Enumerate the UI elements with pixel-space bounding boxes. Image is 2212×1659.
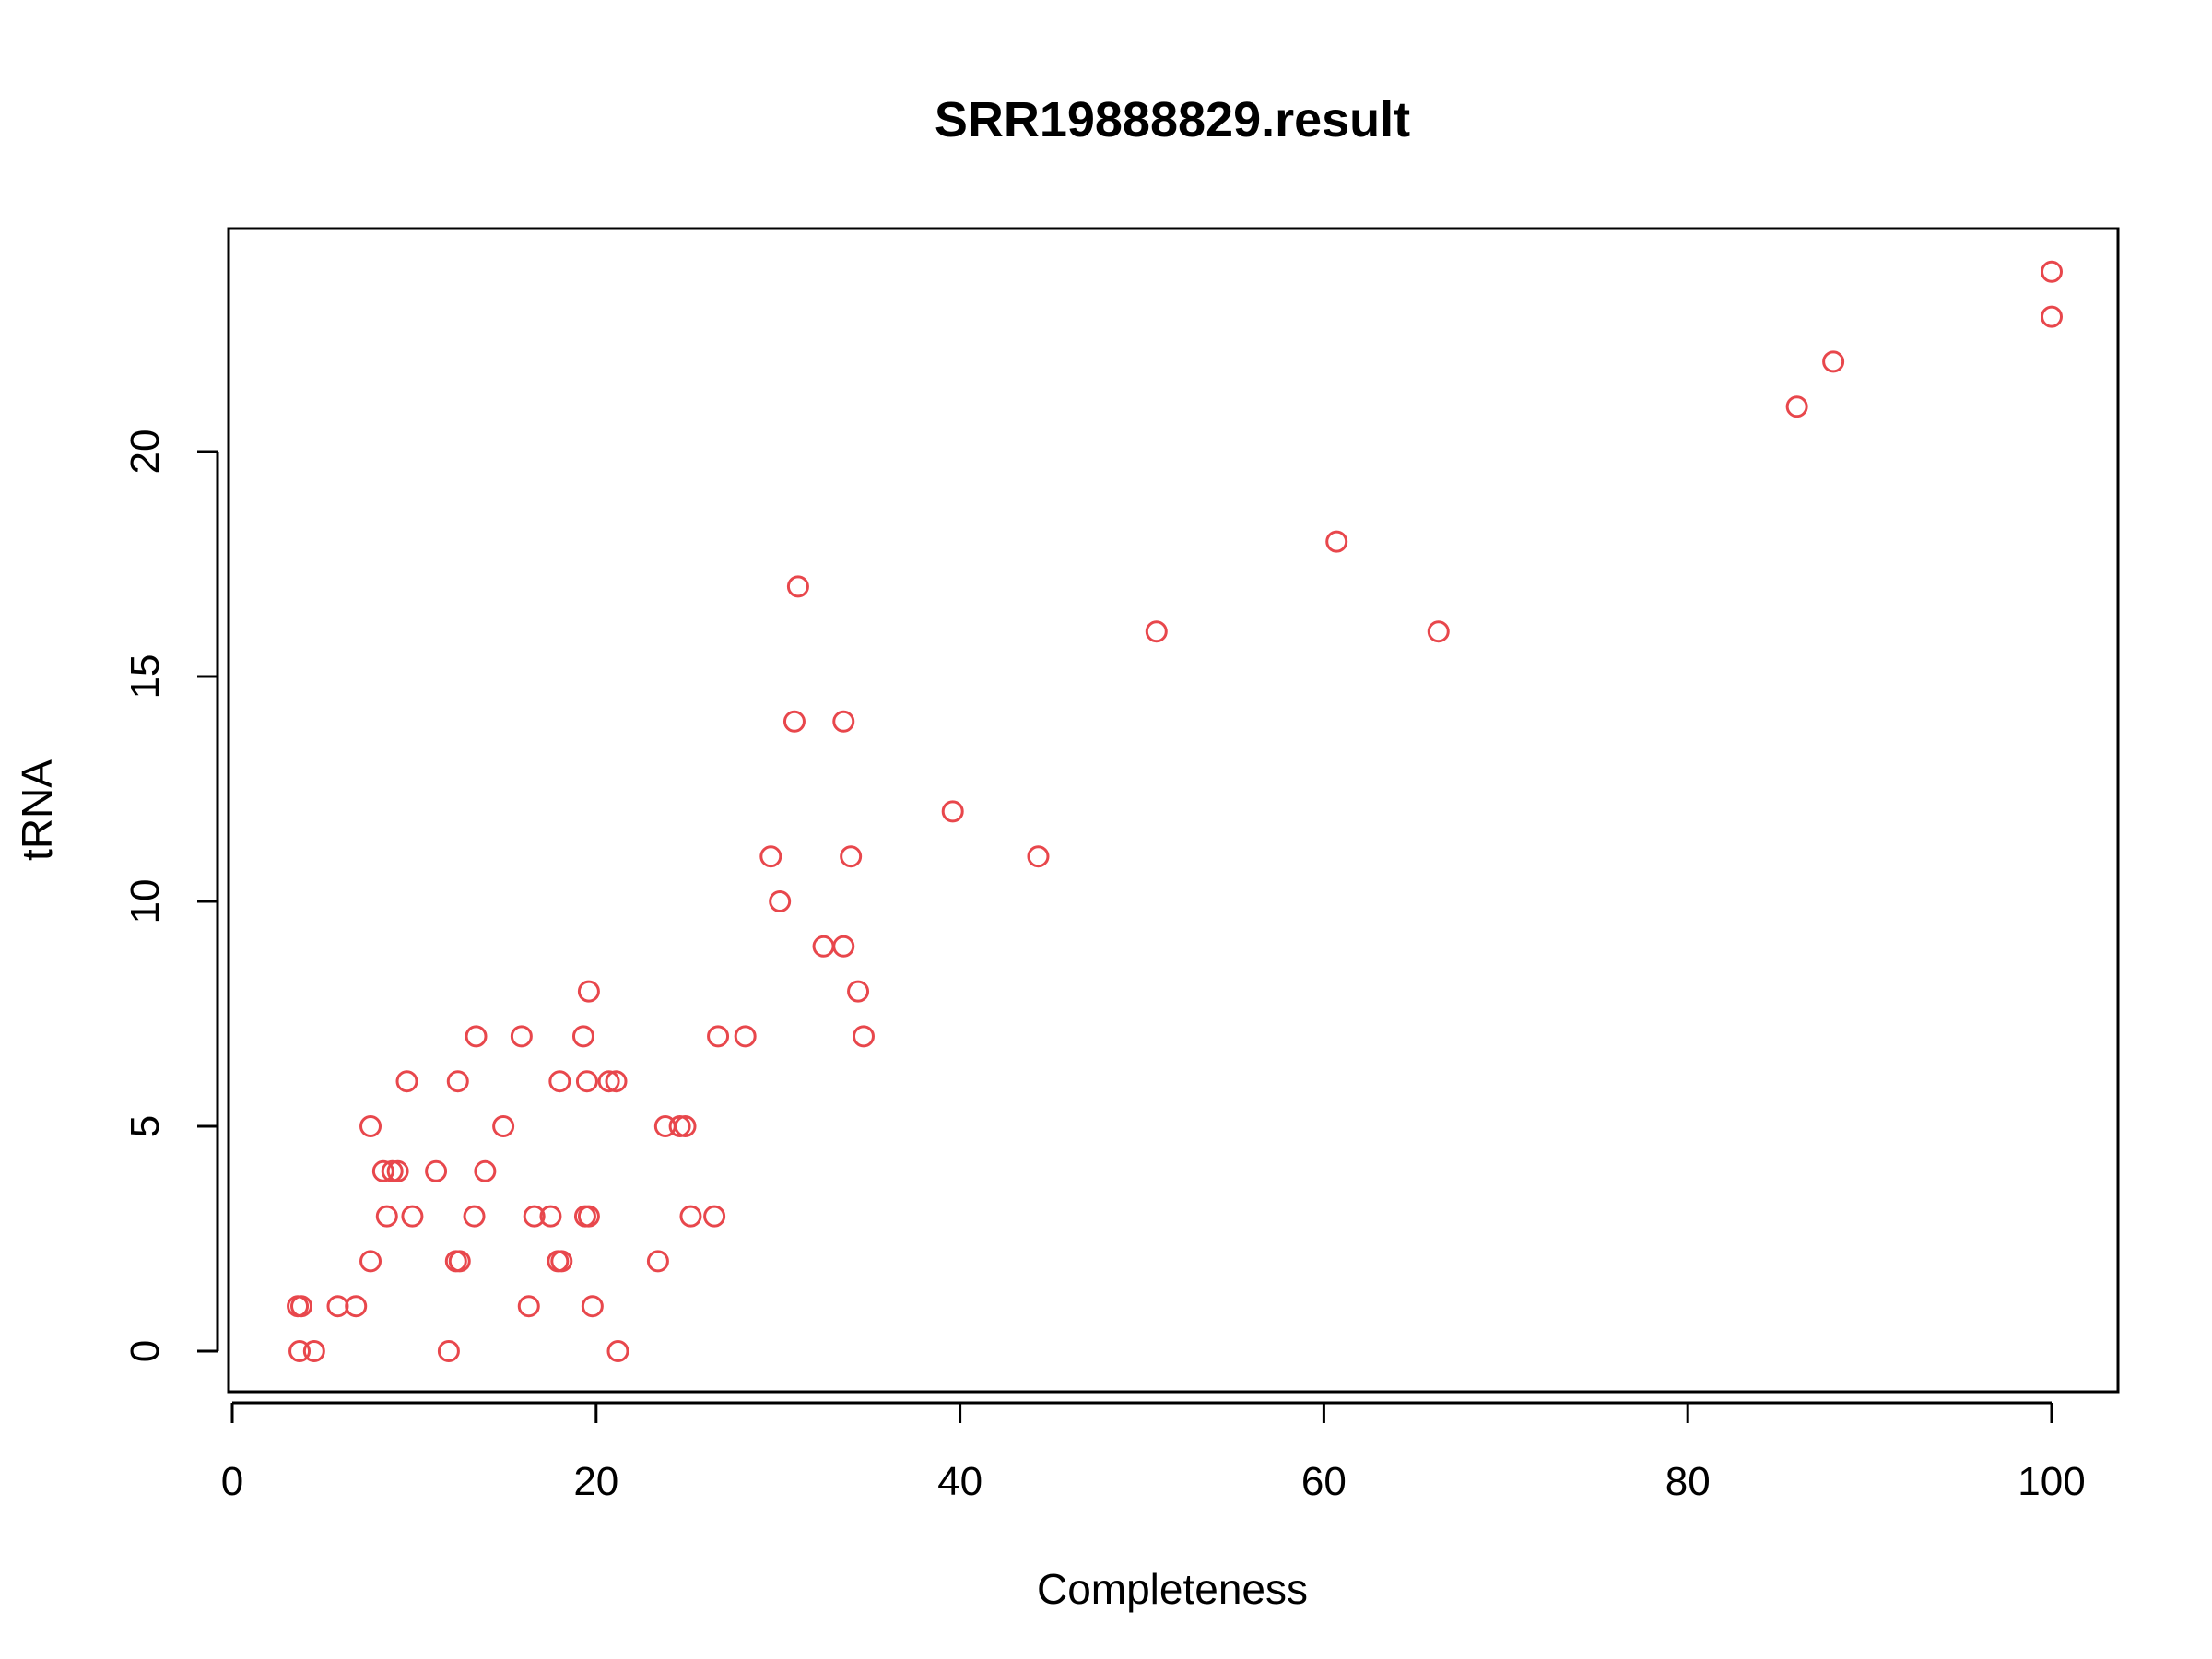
data-point: [1145, 620, 1168, 643]
y-tick-label: 15: [123, 654, 168, 700]
y-tick-label: 20: [123, 429, 168, 475]
y-axis-label: tRNA: [13, 759, 61, 861]
data-point: [759, 845, 782, 868]
data-point: [371, 1159, 394, 1182]
data-point: [577, 1205, 600, 1228]
data-point: [463, 1205, 486, 1228]
data-points: [287, 260, 2063, 1362]
data-point: [465, 1025, 488, 1048]
data-point: [1822, 350, 1845, 373]
data-point: [941, 800, 964, 823]
data-point: [510, 1025, 533, 1048]
data-point: [550, 1250, 573, 1273]
data-point: [832, 710, 855, 733]
x-tick-label: 80: [1665, 1459, 1711, 1504]
data-point: [302, 1340, 325, 1362]
data-point: [679, 1205, 702, 1228]
data-point: [577, 980, 600, 1003]
data-point: [359, 1250, 382, 1273]
x-tick-label: 40: [937, 1459, 982, 1504]
data-point: [1325, 530, 1348, 553]
data-point: [832, 935, 855, 958]
data-point: [703, 1205, 726, 1228]
x-tick-label: 60: [1301, 1459, 1347, 1504]
data-point: [571, 1025, 594, 1048]
data-point: [575, 1070, 598, 1093]
data-point: [606, 1340, 629, 1362]
x-tick-label: 0: [221, 1459, 243, 1504]
data-point: [290, 1295, 313, 1318]
data-point: [1427, 620, 1450, 643]
data-point: [548, 1070, 571, 1093]
data-point: [674, 1115, 697, 1137]
data-point: [517, 1295, 540, 1318]
data-point: [2041, 305, 2063, 328]
data-point: [474, 1159, 497, 1182]
data-point: [597, 1070, 620, 1093]
data-point: [425, 1159, 448, 1182]
data-point: [812, 935, 835, 958]
data-point: [448, 1250, 471, 1273]
data-point: [288, 1340, 312, 1362]
data-point: [359, 1115, 382, 1137]
data-point: [326, 1295, 349, 1318]
data-point: [707, 1025, 730, 1048]
data-point: [2041, 260, 2063, 283]
data-point: [1785, 395, 1808, 418]
data-point: [395, 1070, 418, 1093]
data-point: [646, 1250, 669, 1273]
data-point: [668, 1115, 691, 1137]
x-tick-label: 100: [2018, 1459, 2085, 1504]
y-tick-label: 5: [123, 1115, 168, 1137]
data-point: [734, 1025, 757, 1048]
data-point: [386, 1159, 409, 1182]
chart-title: SRR19888829.result: [935, 92, 1410, 147]
data-point: [345, 1295, 368, 1318]
data-point: [605, 1070, 628, 1093]
data-point: [840, 845, 863, 868]
data-point: [437, 1340, 460, 1362]
data-point: [539, 1205, 562, 1228]
data-point: [375, 1205, 398, 1228]
data-point: [786, 575, 809, 598]
data-point: [401, 1205, 424, 1228]
y-axis: 0 5 10 15 20: [123, 429, 219, 1362]
x-tick-label: 20: [573, 1459, 618, 1504]
data-point: [847, 980, 870, 1003]
data-point: [446, 1070, 469, 1093]
y-tick-label: 10: [123, 879, 168, 924]
y-tick-label: 0: [123, 1340, 168, 1362]
data-point: [492, 1115, 515, 1137]
data-point: [581, 1295, 604, 1318]
data-point: [852, 1025, 875, 1048]
plot-frame: [227, 227, 2120, 1394]
data-point: [1027, 845, 1050, 868]
x-axis: 0 20 40 60 80 100: [221, 1401, 2086, 1504]
data-point: [769, 890, 792, 912]
data-point: [523, 1205, 546, 1228]
data-point: [782, 710, 806, 733]
data-point: [381, 1159, 404, 1182]
x-axis-label: Completeness: [1037, 1565, 1308, 1613]
